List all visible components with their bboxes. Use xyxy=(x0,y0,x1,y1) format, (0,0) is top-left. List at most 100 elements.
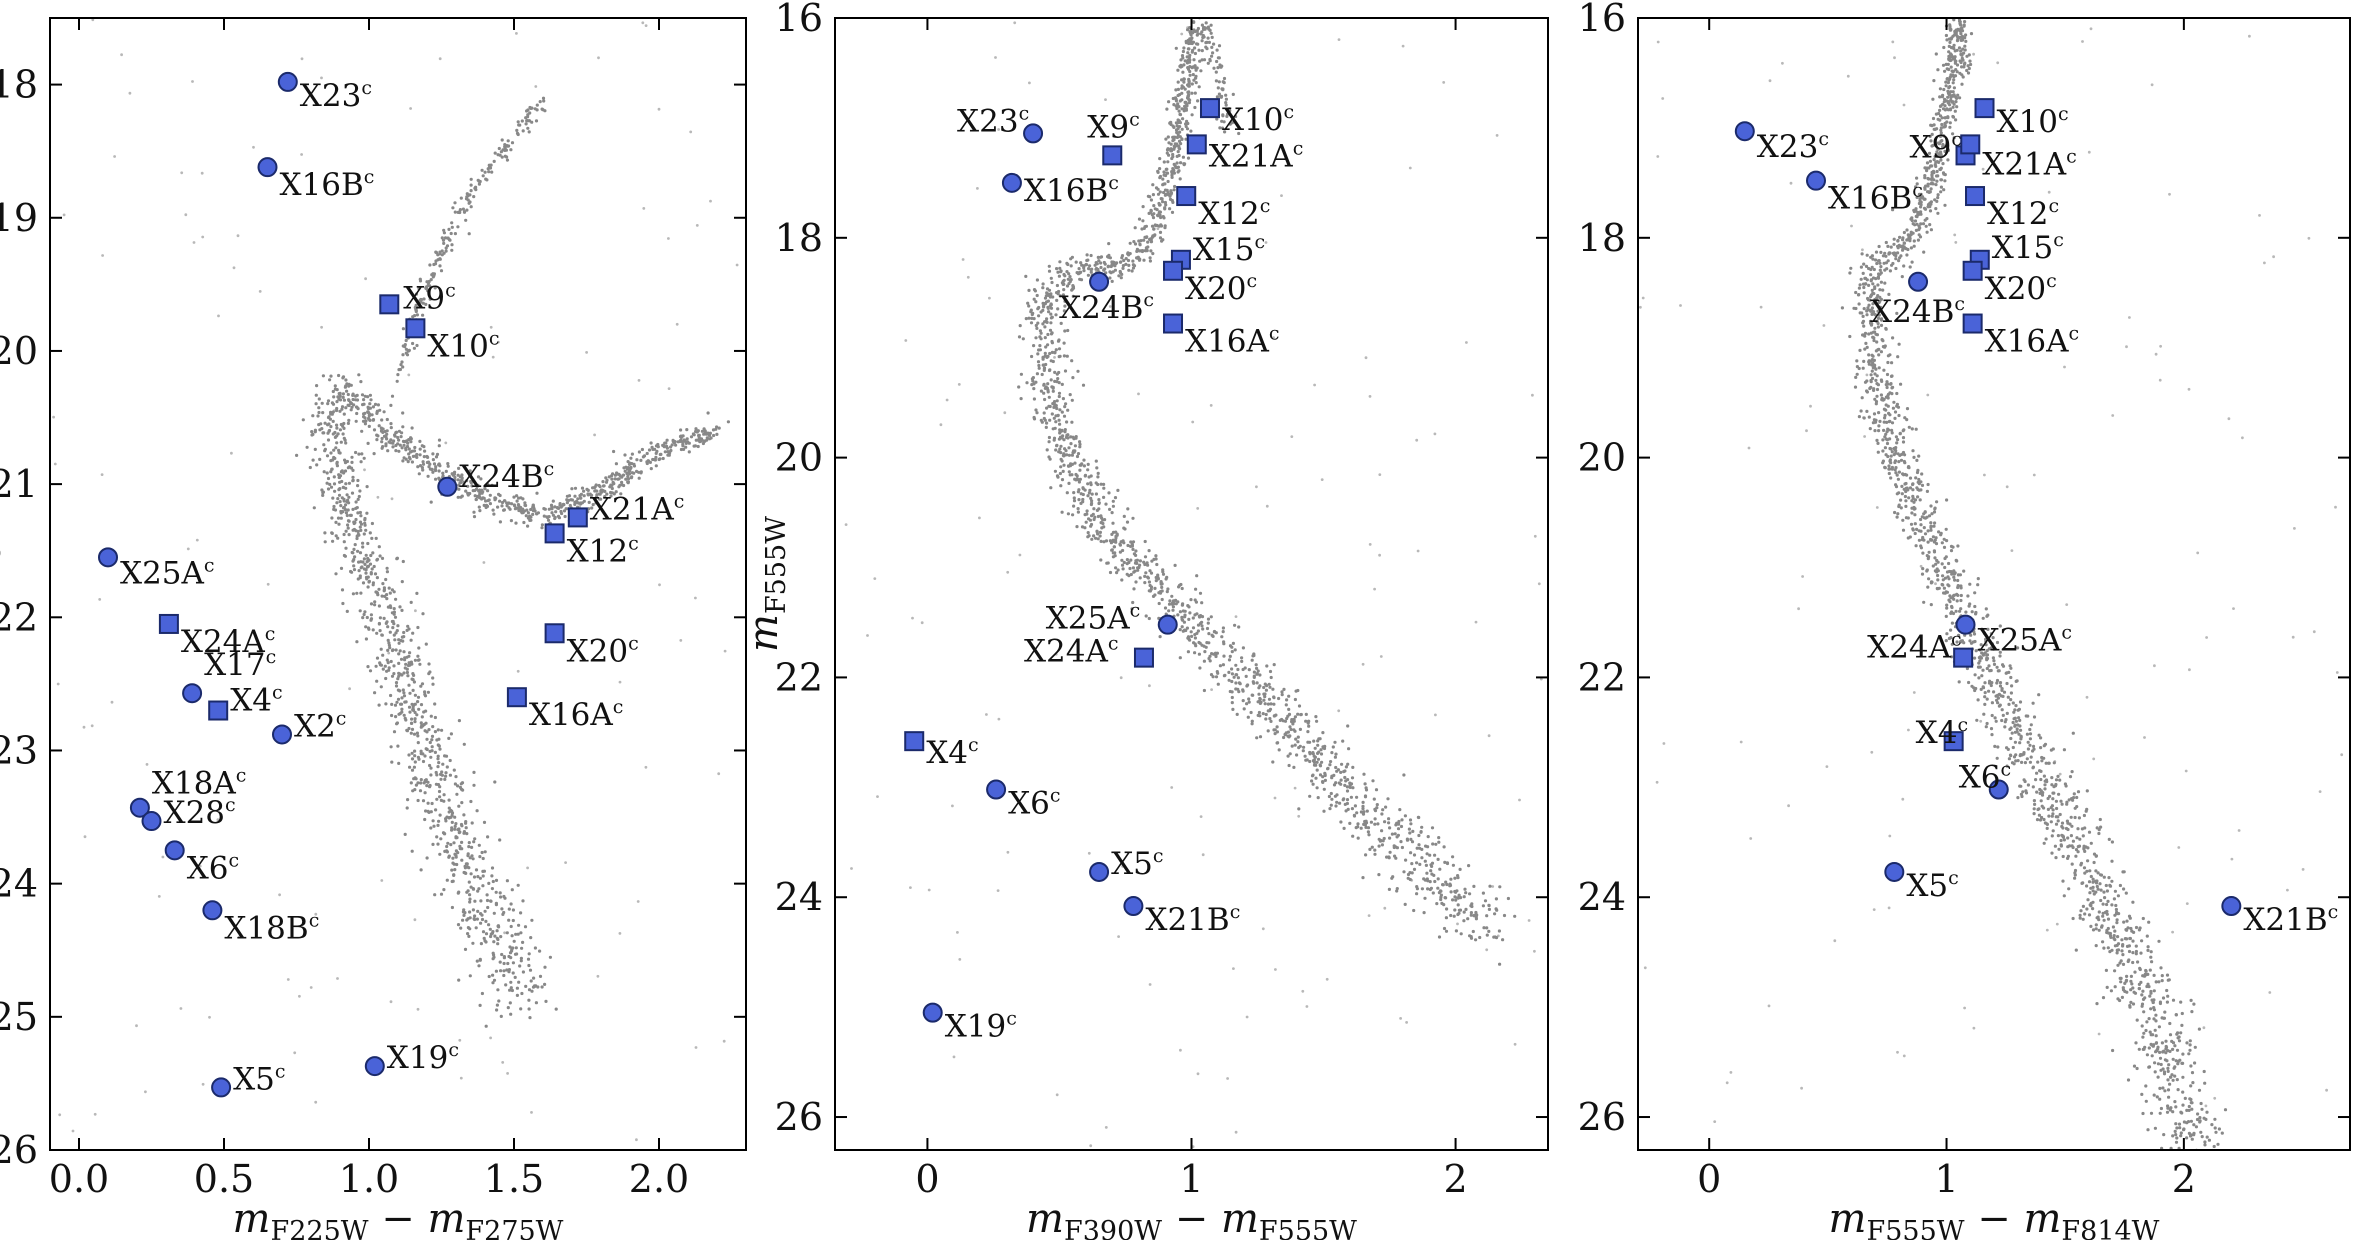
source-x16a: X16Ac xyxy=(1962,313,2080,360)
panel-right: 0 1 2 16 18 20 22 24 26 mF555W − mF814W X10c X23c X9… xyxy=(1578,0,2351,1240)
source-x12: X12c xyxy=(1176,186,1270,232)
source-label: X12c xyxy=(1198,195,1270,232)
source-x24b: X24Bc xyxy=(437,458,554,497)
y-tick-label: 26 xyxy=(775,1095,823,1139)
plot-frame xyxy=(1637,17,2351,1151)
source-x23: X23c xyxy=(957,102,1044,144)
source-square-marker xyxy=(1163,313,1184,334)
source-square-marker xyxy=(904,731,925,752)
y-tick-label: 24 xyxy=(775,875,823,919)
source-x19: X19c xyxy=(922,1002,1017,1045)
plot-frame xyxy=(49,17,747,1151)
source-square-marker xyxy=(1962,260,1983,281)
source-label: X4c xyxy=(1916,714,1968,751)
x-tick-label: 0.0 xyxy=(49,1157,109,1201)
source-x23: X23c xyxy=(1734,121,1829,165)
source-x21a: X21Ac xyxy=(1960,134,2077,182)
source-label: X5c xyxy=(1111,845,1163,882)
source-circle-marker xyxy=(257,157,278,178)
y-tick-label: 20 xyxy=(0,329,38,373)
source-label: X21Ac xyxy=(1209,137,1304,174)
source-circle-marker xyxy=(164,840,185,861)
source-label: X21Ac xyxy=(1982,145,2077,182)
source-x20: X20c xyxy=(544,623,639,669)
y-tick-label: 25 xyxy=(0,995,38,1039)
source-label: X6c xyxy=(187,849,239,886)
y-tick-label: 26 xyxy=(0,1128,38,1172)
y-tick-label: 26 xyxy=(1578,1095,1626,1139)
source-label: X23c xyxy=(957,102,1029,139)
y-tick-label: 16 xyxy=(1578,0,1626,40)
source-circle-marker xyxy=(1806,170,1826,191)
x-tick-label: 1.0 xyxy=(339,1157,399,1201)
source-x15: X15c xyxy=(1969,229,2064,270)
source-label: X24Ac xyxy=(1024,633,1119,670)
source-x17: X17c xyxy=(182,646,276,704)
source-square-marker xyxy=(1960,134,1981,155)
y-tick-label: 18 xyxy=(1578,216,1626,260)
x-tick-label: 2 xyxy=(2172,1157,2196,1201)
source-label: X23c xyxy=(300,77,372,114)
source-label: X25Ac xyxy=(1978,622,2073,659)
x-tick-label: 0.5 xyxy=(194,1157,254,1201)
y-tick-label: 20 xyxy=(775,436,823,480)
source-x2: X2c xyxy=(272,707,346,745)
source-x5: X5c xyxy=(1884,861,1959,904)
source-label: X6c xyxy=(1959,759,2011,796)
source-circle-marker xyxy=(2221,896,2242,917)
source-square-marker xyxy=(379,294,400,315)
source-label: X16Bc xyxy=(280,166,375,203)
source-circle-marker xyxy=(1123,896,1144,917)
source-label: X12c xyxy=(1987,195,2059,232)
y-tick-label: 22 xyxy=(775,655,823,699)
y-tick-label: 22 xyxy=(0,595,38,639)
source-x18a: X18Ac xyxy=(129,765,247,818)
source-label: X25Ac xyxy=(120,554,215,591)
source-x21a: X21Ac xyxy=(567,490,684,528)
source-x5: X5c xyxy=(1089,845,1164,882)
background-stars xyxy=(1639,18,2344,1150)
source-square-marker xyxy=(544,523,565,544)
source-x24a: X24Ac xyxy=(158,613,275,660)
x-tick-label: 0 xyxy=(915,1157,939,1201)
source-x24b: X24Bc xyxy=(1870,271,1965,330)
source-x9: X9c xyxy=(379,279,456,316)
source-x16a: X16Ac xyxy=(506,687,624,733)
source-x12: X12c xyxy=(1965,186,2059,232)
source-label: X5c xyxy=(1906,867,1958,904)
source-square-marker xyxy=(1102,145,1123,166)
source-circle-marker xyxy=(364,1056,385,1077)
source-circle-marker xyxy=(182,683,203,704)
source-square-marker xyxy=(506,687,527,708)
source-x18b: X18Bc xyxy=(202,900,319,946)
source-x6: X6c xyxy=(986,779,1061,822)
x-tick-label: 2 xyxy=(1443,1157,1467,1201)
source-label: X20c xyxy=(567,632,639,669)
source-x6: X6c xyxy=(1959,759,2011,800)
source-label: X16Bc xyxy=(1828,180,1923,217)
y-tick-label: 23 xyxy=(0,728,38,772)
source-label: X16Ac xyxy=(1185,323,1280,360)
source-label: X10c xyxy=(1222,101,1294,138)
source-label: X16Ac xyxy=(1985,323,2080,360)
source-circle-marker xyxy=(1988,779,2009,800)
source-circle-marker xyxy=(1001,172,1022,193)
source-x15: X15c xyxy=(1170,231,1265,270)
source-x28: X28c xyxy=(141,794,236,832)
source-circle-marker xyxy=(141,811,162,832)
source-square-marker xyxy=(1953,647,1974,668)
source-label: X15c xyxy=(1992,229,2064,266)
source-square-marker xyxy=(1965,186,1986,207)
source-circle-marker xyxy=(1157,614,1178,635)
source-x21a: X21Ac xyxy=(1186,134,1304,174)
source-label: X10c xyxy=(427,327,499,364)
source-label: X9c xyxy=(1087,108,1139,145)
source-circle-marker xyxy=(277,71,298,92)
source-square-marker xyxy=(1186,134,1207,155)
source-label: X18Ac xyxy=(152,765,247,802)
source-x21b: X21Bc xyxy=(2221,896,2338,938)
y-tick-label: 19 xyxy=(0,196,38,240)
source-label: X16Ac xyxy=(529,696,624,733)
source-circle-marker xyxy=(437,476,458,497)
y-tick-label: 22 xyxy=(1578,655,1626,699)
